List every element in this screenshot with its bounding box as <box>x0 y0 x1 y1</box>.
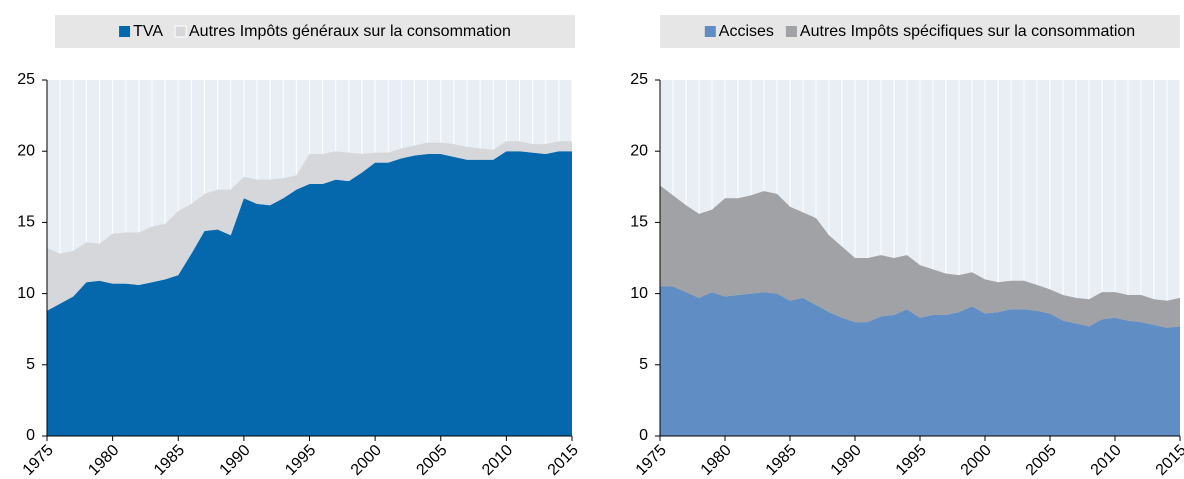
x-tick-label: 2015 <box>545 442 582 479</box>
y-tick-label: 5 <box>639 356 648 373</box>
y-tick-label: 25 <box>17 71 35 88</box>
x-tick-label: 1975 <box>633 442 670 479</box>
x-tick-label: 1980 <box>85 442 122 479</box>
y-tick-label: 20 <box>630 142 648 159</box>
x-tick-label: 1985 <box>763 442 800 479</box>
x-tick-label: 2000 <box>958 442 995 479</box>
legend-swatch <box>174 25 187 38</box>
y-tick-label: 20 <box>17 142 35 159</box>
area <box>47 151 572 436</box>
x-tick-label: 1995 <box>282 442 319 479</box>
legend-label: Accises <box>719 23 774 40</box>
y-tick-label: 25 <box>630 71 648 88</box>
x-tick-label: 1990 <box>828 442 865 479</box>
x-tick-label: 2015 <box>1153 442 1184 479</box>
y-tick-label: 5 <box>26 356 35 373</box>
legend-background <box>660 15 1180 48</box>
legend-swatch <box>785 26 797 37</box>
y-tick-label: 0 <box>26 427 35 444</box>
x-tick-label: 1995 <box>893 442 930 479</box>
y-tick-label: 15 <box>17 214 35 231</box>
y-tick-label: 10 <box>630 285 648 302</box>
legend-background <box>55 15 575 48</box>
x-tick-label: 2005 <box>1023 442 1060 479</box>
x-tick-label: 1990 <box>216 442 253 479</box>
legend-swatch <box>704 26 716 37</box>
x-tick-label: 1985 <box>151 442 188 479</box>
x-tick-label: 2010 <box>1088 442 1125 479</box>
x-tick-label: 2005 <box>413 442 450 479</box>
legend-swatch <box>119 26 131 37</box>
area <box>660 185 1180 328</box>
x-tick-label: 1980 <box>698 442 735 479</box>
legend-label: TVA <box>133 23 163 40</box>
area <box>660 286 1180 436</box>
area <box>47 141 572 311</box>
y-tick-label: 0 <box>639 427 648 444</box>
y-tick-label: 15 <box>630 214 648 231</box>
x-tick-label: 1975 <box>20 442 57 479</box>
legend-label: Autres Impôts spécifiques sur la consomm… <box>800 23 1135 40</box>
x-tick-label: 2010 <box>479 442 516 479</box>
legend-label: Autres Impôts généraux sur la consommati… <box>189 23 511 40</box>
y-tick-label: 10 <box>17 285 35 302</box>
x-tick-label: 2000 <box>348 442 385 479</box>
